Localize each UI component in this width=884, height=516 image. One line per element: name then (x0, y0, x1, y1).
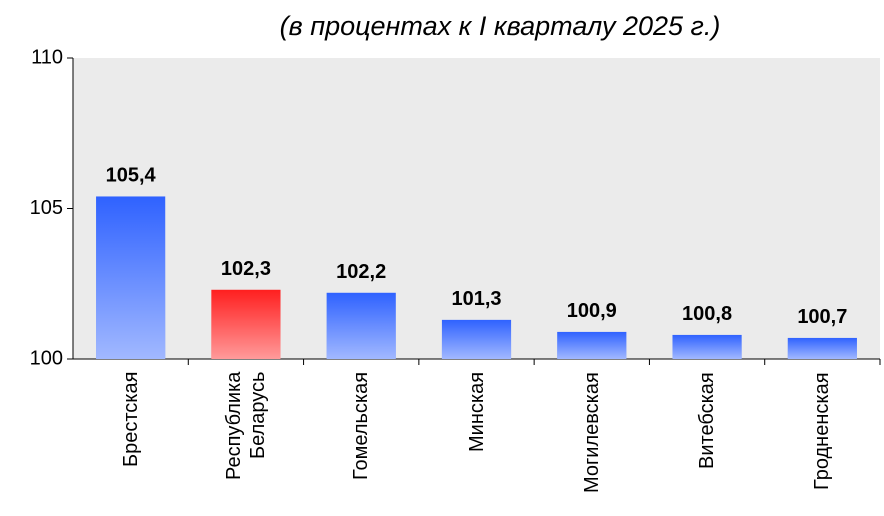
value-label: 105,4 (106, 165, 157, 187)
x-tick-label: Минская (465, 372, 488, 453)
x-tick-label: Гомельская (350, 372, 373, 481)
bar-shade (557, 331, 627, 359)
value-label: 102,2 (336, 261, 386, 283)
y-tick-label: 105 (30, 197, 63, 219)
y-tick-label: 110 (31, 46, 63, 68)
bar-shade (326, 292, 396, 359)
x-tick-label: Республика Беларусь (222, 372, 269, 481)
bar-shade (441, 319, 512, 359)
value-label: 101,3 (451, 288, 501, 310)
bar-shade (672, 334, 742, 359)
value-label: 100,9 (567, 300, 617, 322)
bar-shade (96, 196, 166, 359)
chart-title: (в процентах к I кварталу 2025 г.) (280, 11, 721, 41)
value-label: 100,7 (797, 306, 847, 328)
bar-shade (211, 289, 281, 359)
bar-shade (787, 337, 857, 359)
x-tick-label: Могилевская (580, 372, 603, 493)
x-tick-label: Гродненская (811, 372, 834, 490)
y-tick-label: 100 (30, 347, 63, 369)
value-label: 102,3 (221, 258, 271, 280)
x-tick-label: Брестская (119, 372, 142, 468)
x-tick-label: Витебская (696, 372, 719, 469)
plot-area (73, 58, 880, 359)
value-label: 100,8 (682, 303, 732, 325)
